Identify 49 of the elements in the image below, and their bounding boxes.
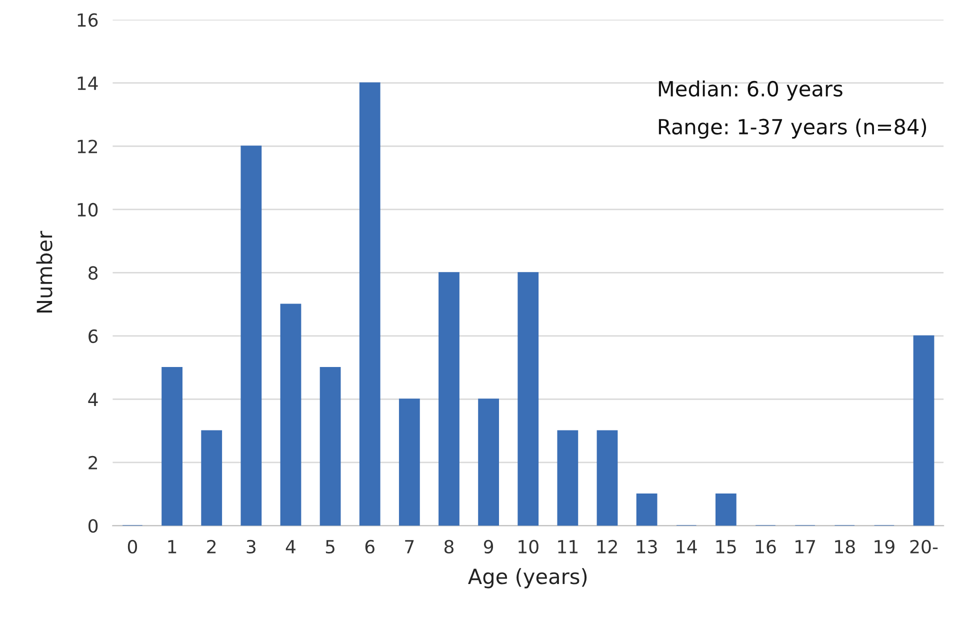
y-tick-label: 0: [88, 519, 98, 533]
x-tick-label: 19: [874, 540, 894, 554]
x-tick-label: 5: [326, 540, 334, 554]
y-tick-label: 4: [88, 392, 98, 406]
annotation: Median: 6.0 years: [658, 80, 842, 101]
annotation: Range: 1-37 years (n=84): [658, 118, 926, 139]
y-tick-label: 16: [78, 13, 98, 27]
x-tick-label: 0: [128, 540, 138, 554]
x-axis-title: Age (years): [468, 568, 587, 588]
bar: [280, 304, 302, 526]
x-tick-label: 15: [716, 540, 736, 554]
bar: [162, 367, 182, 526]
y-tick-label: 6: [88, 329, 98, 344]
y-axis-title: Number: [36, 230, 52, 313]
y-tick-label: 10: [78, 202, 98, 217]
x-tick-label: 16: [756, 540, 776, 554]
x-tick-label: 1: [168, 540, 176, 554]
x-tick-label: 20-: [910, 540, 938, 554]
bar: [398, 398, 420, 526]
bar: [320, 367, 341, 526]
x-tick-label: 17: [796, 540, 816, 554]
x-tick-label: 13: [637, 540, 657, 554]
y-tick-label: 14: [78, 76, 98, 90]
bar: [913, 335, 934, 526]
bar: [596, 430, 618, 526]
x-tick-label: 8: [444, 540, 454, 554]
x-tick-label: 9: [484, 540, 494, 554]
x-tick-label: 18: [835, 540, 855, 554]
y-tick-label: 12: [78, 140, 97, 154]
y-tick-label: 8: [88, 266, 98, 280]
bar: [201, 430, 222, 526]
x-tick-label: 11: [558, 540, 578, 554]
y-tick-label: 2: [88, 456, 97, 470]
bar: [438, 272, 460, 526]
x-tick-label: 2: [207, 540, 216, 554]
bar: [557, 430, 578, 526]
x-tick-label: 3: [246, 540, 256, 554]
x-tick-label: 7: [405, 540, 414, 554]
bar: [478, 398, 499, 526]
x-tick-label: 6: [365, 540, 374, 554]
x-tick-label: 10: [518, 540, 538, 554]
x-tick-label: 12: [598, 540, 617, 554]
bar: [240, 146, 262, 526]
bar: [636, 494, 658, 526]
bar: [715, 494, 736, 526]
x-tick-label: 4: [286, 540, 296, 554]
bar: [518, 272, 539, 526]
x-tick-label: 14: [676, 540, 697, 554]
bar: [359, 82, 380, 526]
